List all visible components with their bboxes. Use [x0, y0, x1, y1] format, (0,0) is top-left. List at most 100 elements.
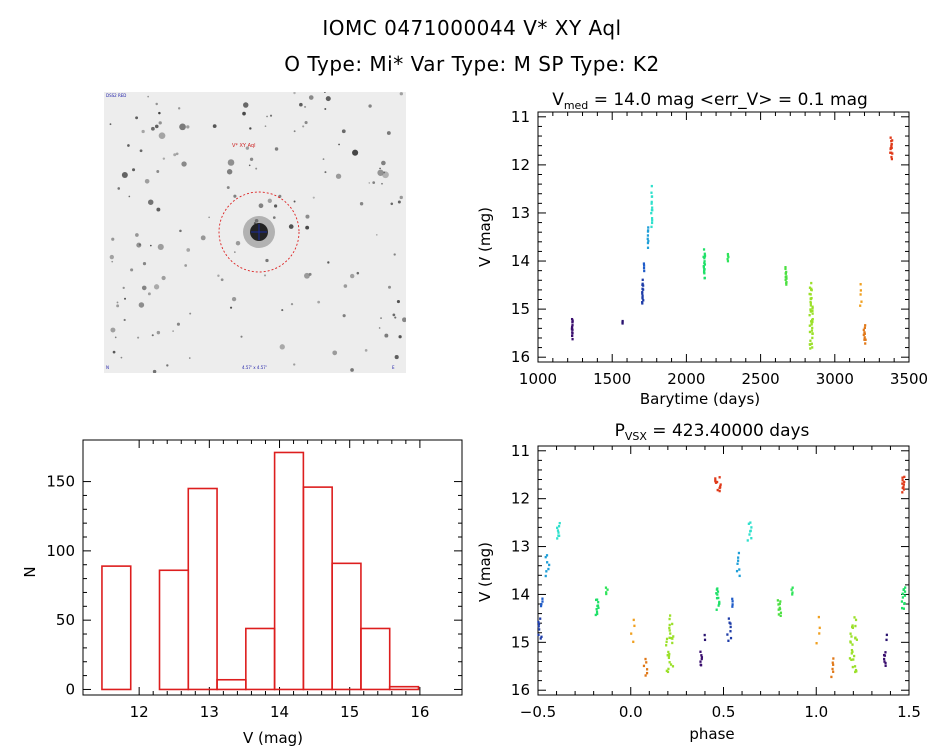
lightcurve-point [726, 257, 729, 261]
phase-point [645, 668, 649, 671]
phase-point [671, 622, 674, 626]
finder-star [317, 300, 321, 304]
finder-star [274, 147, 279, 151]
lightcurve-point [703, 252, 706, 256]
lightcurve-point [703, 276, 706, 280]
phase-point [903, 594, 907, 597]
lightcurve-point [863, 326, 866, 330]
lightcurve-point [646, 241, 650, 245]
lightcurve-point [650, 217, 654, 220]
lightcurve-point [650, 211, 653, 215]
lightcurve-point [703, 255, 706, 258]
lightcurve-point [642, 262, 646, 265]
phase-point [901, 592, 904, 595]
lightcurve-point [809, 308, 812, 311]
finder-star [166, 364, 169, 367]
phase-point [901, 491, 904, 494]
lightcurve-point [651, 219, 654, 222]
finder-star [279, 344, 285, 350]
lightcurve-point [703, 268, 706, 271]
lightcurve-point [621, 322, 624, 325]
finder-star [142, 262, 147, 266]
finder-star [231, 296, 237, 302]
finder-star [265, 258, 269, 263]
phase-point [749, 530, 752, 533]
finder-star [304, 105, 307, 108]
histogram-bar [187, 487, 218, 691]
phase-point [556, 526, 559, 530]
lightcurve-point [641, 290, 644, 294]
phase-point [716, 590, 720, 593]
phase-point [642, 664, 646, 668]
phase-point [545, 554, 549, 557]
phase-point [736, 562, 739, 565]
lightcurve-xtick-label: 3000 [816, 370, 854, 388]
phase-point [558, 521, 561, 525]
phase-point [540, 602, 543, 606]
finder-star [158, 132, 166, 140]
phase-point [851, 625, 854, 629]
finder-star [176, 322, 180, 326]
finder-star [109, 254, 114, 260]
phase-ytick-label: 13 [511, 538, 530, 556]
phase-point [666, 654, 669, 657]
lightcurve-point [808, 292, 811, 296]
lightcurve-point [809, 320, 813, 323]
finder-star [138, 302, 145, 308]
phase-point [750, 526, 753, 529]
lightcurve-point [646, 229, 650, 232]
finder-star [264, 125, 267, 127]
phase-point [851, 650, 854, 653]
histogram-bar [101, 565, 132, 691]
phase-point [729, 630, 732, 633]
finder-star [288, 224, 294, 229]
finder-star [124, 297, 126, 300]
finder-star [128, 195, 131, 198]
finder-star [117, 187, 121, 190]
finder-star [293, 92, 296, 95]
phase-point [665, 669, 668, 673]
lightcurve-point [890, 143, 893, 146]
lightcurve-point [571, 331, 574, 335]
lightcurve-point [703, 263, 707, 266]
finder-star [243, 102, 249, 108]
finder-star [293, 363, 296, 366]
phase-point [671, 637, 674, 640]
phase-point [903, 480, 906, 484]
finder-star [350, 368, 354, 372]
finder-star [212, 124, 217, 129]
phase-xlabel: phase [689, 725, 734, 743]
finder-star [255, 167, 258, 170]
lightcurve-point [646, 234, 650, 237]
finder-star [234, 251, 236, 253]
lightcurve-point [809, 293, 812, 296]
phase-point [737, 551, 741, 555]
histogram-bar [273, 451, 305, 691]
phase-point [669, 632, 672, 635]
lightcurve-point [726, 252, 729, 256]
phase-point [717, 596, 720, 600]
phase-point [596, 604, 599, 608]
lightcurve-ytick-label: 12 [511, 156, 530, 174]
lightcurve-point [811, 317, 814, 321]
phase-point [883, 657, 886, 661]
finder-scale-label: 4.57' x 4.57' [242, 365, 267, 370]
finder-star [368, 104, 372, 108]
finder-star [111, 237, 115, 241]
phase-point [605, 591, 608, 594]
finder-star [352, 149, 359, 156]
phase-point [557, 525, 561, 528]
phase-point [851, 626, 854, 629]
finder-star [381, 182, 383, 185]
phase-point [665, 637, 669, 641]
finder-target-label: V* XY Aql [232, 143, 256, 149]
phase-point [849, 640, 852, 643]
phase-point [632, 640, 635, 644]
lightcurve-point [784, 272, 787, 275]
finder-star [141, 285, 147, 291]
phase-point [737, 556, 740, 559]
phase-point [735, 569, 739, 573]
phase-point [668, 617, 671, 621]
phase-point [644, 657, 647, 661]
phase-point [850, 658, 853, 662]
